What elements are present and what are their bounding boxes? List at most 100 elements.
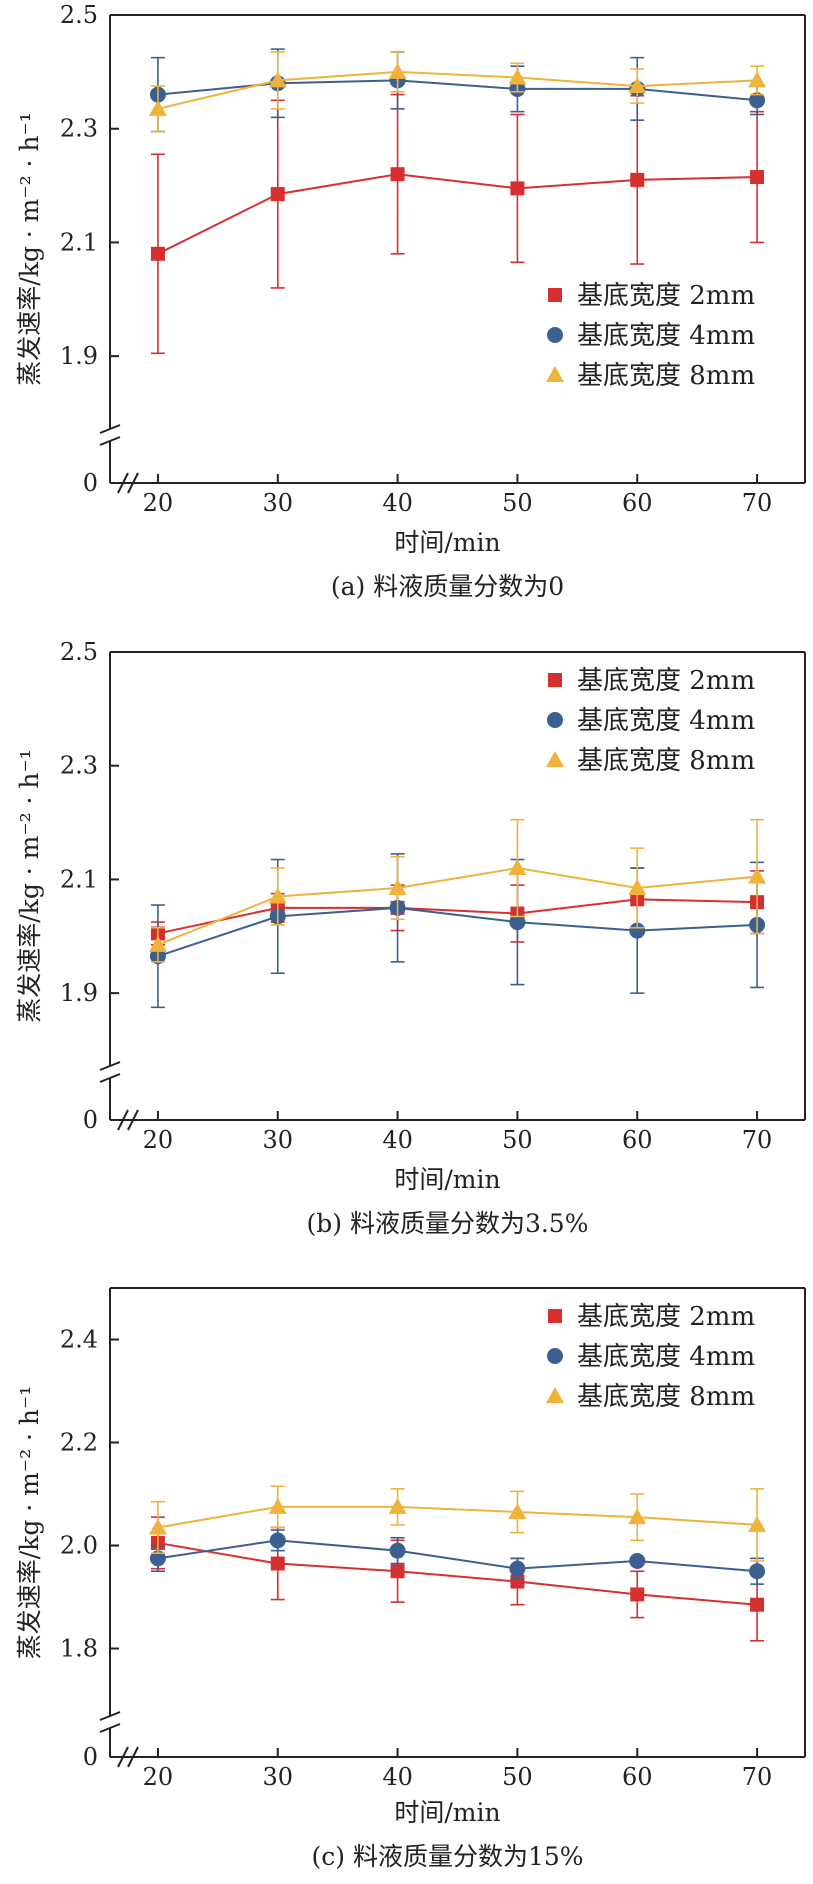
series-line (157, 1505, 758, 1529)
data-point (629, 1552, 646, 1569)
x-axis-label: 时间/min (394, 528, 500, 557)
data-point (508, 1503, 527, 1520)
data-point (269, 1532, 286, 1549)
x-tick-label: 60 (622, 1126, 653, 1154)
legend-marker (546, 1387, 564, 1403)
series-line (157, 1539, 758, 1573)
data-point (750, 170, 765, 185)
legend-marker (547, 712, 563, 728)
y-tick-label: 2.1 (60, 865, 98, 893)
x-axis-break-mark (127, 472, 139, 494)
series-line (157, 906, 758, 958)
data-point (750, 1597, 765, 1612)
data-point (390, 167, 405, 182)
data-point (509, 914, 526, 931)
x-axis-break-mark (127, 1746, 139, 1768)
panel-caption: (a) 料液质量分数为0 (331, 572, 564, 601)
legend-marker (548, 288, 562, 302)
x-tick-label: 40 (382, 1763, 413, 1791)
x-tick-label: 20 (143, 1763, 174, 1791)
series-circle (149, 853, 766, 1009)
series-line (157, 898, 758, 935)
y-tick-label: 2.5 (60, 638, 98, 666)
axis-break-mark (99, 436, 121, 446)
panel-caption: (b) 料液质量分数为3.5% (307, 1209, 589, 1238)
chart-panel-a: 1.9 2.1 2.3 2.5 0 20 30 40 50 60 70 时间/min 蒸发速率/kg ·… (15, 1, 806, 601)
x-tick-label: 70 (742, 1126, 773, 1154)
y-tick-label: 1.8 (60, 1635, 98, 1663)
legend-label: 基底宽度 2mm (577, 1302, 755, 1332)
y-zero-label: 0 (83, 1106, 98, 1134)
x-tick-label: 70 (742, 489, 773, 517)
legend-marker (547, 327, 563, 343)
data-point (510, 1574, 525, 1589)
series-square (150, 93, 765, 355)
series-line (157, 79, 758, 102)
legend-label: 基底宽度 8mm (577, 746, 755, 776)
x-tick-label: 60 (622, 489, 653, 517)
legend-label: 基底宽度 8mm (577, 1382, 755, 1412)
x-tick-label: 70 (742, 1763, 773, 1791)
x-tick-label: 30 (262, 1126, 293, 1154)
data-point (148, 1518, 167, 1535)
legend-label: 基底宽度 2mm (577, 281, 755, 311)
legend-marker (546, 366, 564, 382)
y-tick-label: 2.5 (60, 1, 98, 29)
y-tick-label: 1.9 (60, 342, 98, 370)
series-circle (149, 1529, 766, 1585)
data-point (748, 1515, 767, 1532)
data-point (749, 92, 766, 109)
legend-label: 基底宽度 4mm (577, 321, 755, 351)
data-point (748, 71, 767, 88)
legend-marker (548, 1309, 562, 1323)
y-tick-label: 2.4 (60, 1326, 98, 1354)
data-point (388, 878, 407, 895)
data-point (629, 922, 646, 939)
data-point (270, 187, 285, 202)
data-point (628, 878, 647, 895)
data-point (509, 1560, 526, 1577)
x-tick-label: 40 (382, 1126, 413, 1154)
data-point (148, 935, 167, 952)
y-zero-label: 0 (83, 469, 98, 497)
chart-panel-b: 1.9 2.1 2.3 2.5 0 20 30 40 50 60 70 时间/min 蒸发速率/kg ·… (15, 638, 806, 1238)
series-circle (149, 48, 766, 133)
data-point (268, 1497, 287, 1514)
y-tick-label: 2.0 (60, 1532, 98, 1560)
x-axis-label: 时间/min (394, 1165, 500, 1194)
x-tick-label: 20 (143, 1126, 174, 1154)
data-point (390, 1564, 405, 1579)
legend-label: 基底宽度 2mm (577, 666, 755, 696)
series-line (157, 173, 758, 255)
y-tick-label: 2.2 (60, 1429, 98, 1457)
series-line (157, 1541, 758, 1606)
x-tick-label: 40 (382, 489, 413, 517)
panel-caption: (c) 料液质量分数为15% (311, 1842, 583, 1871)
axis-break-mark (99, 1723, 121, 1733)
data-point (748, 867, 767, 884)
y-tick-label: 2.1 (60, 228, 98, 256)
x-axis-label: 时间/min (394, 1798, 500, 1827)
data-point (268, 887, 287, 904)
y-tick-label: 2.3 (60, 752, 98, 780)
y-tick-label: 2.3 (60, 115, 98, 143)
legend-marker (546, 751, 564, 767)
data-point (268, 71, 287, 88)
data-point (628, 1508, 647, 1525)
x-tick-label: 20 (143, 489, 174, 517)
series-square (150, 867, 765, 946)
axis-break-mark (99, 1061, 121, 1071)
legend-marker (547, 1348, 563, 1364)
legend: 基底宽度 2mm 基底宽度 4mm 基底宽度 8mm (546, 1302, 755, 1412)
y-axis-label: 蒸发速率/kg · m⁻² · h⁻¹ (15, 1386, 44, 1660)
chart-panel-c: 1.8 2.0 2.2 2.4 0 20 30 40 50 60 70 时间/min 蒸发速率/kg ·… (15, 1287, 806, 1871)
data-point (508, 68, 527, 85)
y-zero-label: 0 (83, 1743, 98, 1771)
x-axis-break-mark (117, 472, 129, 494)
series-triangle (148, 1485, 767, 1562)
x-tick-label: 30 (262, 1763, 293, 1791)
data-point (628, 77, 647, 94)
x-tick-label: 60 (622, 1763, 653, 1791)
axis-break-mark (99, 1711, 121, 1721)
